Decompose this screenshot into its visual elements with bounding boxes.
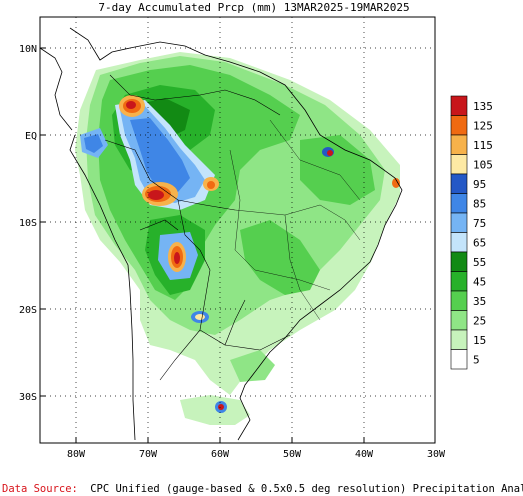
axis-ticks: [40, 47, 365, 443]
lon-label: 60W: [211, 449, 230, 460]
precip-max-ne: [392, 178, 400, 188]
colorbar-swatch: [450, 232, 468, 253]
precip-max-east-core: [207, 181, 215, 189]
precip-field-35b: [300, 135, 375, 205]
colorbar-label: 35: [473, 295, 486, 308]
precip-max-central-peak: [148, 190, 164, 200]
lon-label: 30W: [427, 449, 446, 460]
precip-field-south-b: [230, 350, 275, 382]
colorbar-label: 45: [473, 275, 486, 288]
precip-field-85-east: [84, 134, 103, 153]
colorbar-swatch: [450, 173, 468, 194]
colorbar-label: 85: [473, 197, 486, 210]
colorbar-label: 135: [473, 100, 493, 113]
colorbar-label: 25: [473, 314, 486, 327]
colorbar-label: 5: [473, 353, 480, 366]
country-borders: [104, 74, 291, 381]
colorbar-swatch: [450, 329, 468, 350]
precip-max-bolivia-peak: [174, 252, 180, 264]
colorbar-swatch: [450, 349, 468, 370]
coastline: [69, 27, 403, 441]
lat-label: 10S: [19, 218, 37, 229]
colorbar-swatch: [450, 193, 468, 214]
lon-label: 50W: [283, 449, 302, 460]
colorbar-label: 125: [473, 119, 493, 132]
precip-max-south-core: [218, 404, 224, 410]
lon-label: 40W: [355, 449, 374, 460]
precip-field-35c: [240, 220, 320, 295]
colorbar-swatch: [450, 95, 468, 116]
colorbar-swatch: [450, 134, 468, 155]
precip-max-coast-core: [327, 150, 333, 156]
colorbar-label: 75: [473, 217, 486, 230]
map-title: 7-day Accumulated Prcp (mm) 13MAR2025-19…: [98, 1, 409, 14]
precip-field-south: [180, 395, 250, 425]
data-source-footer: Data Source: CPC Unified (gauge-based & …: [2, 483, 523, 495]
graticule: [40, 17, 435, 443]
lon-label: 70W: [139, 449, 158, 460]
lat-label: 10N: [19, 44, 37, 55]
precip-max-paraguay-core: [195, 314, 205, 320]
state-borders: [229, 119, 361, 321]
colorbar-swatch: [450, 290, 468, 311]
colorbar-label: 115: [473, 139, 493, 152]
colorbar-swatch: [450, 251, 468, 272]
data-source-text: CPC Unified (gauge-based & 0.5x0.5 deg r…: [90, 483, 523, 495]
colorbar-label: 105: [473, 158, 493, 171]
lat-label: 30S: [19, 392, 37, 403]
colorbar-swatch: [450, 212, 468, 233]
longitude-labels: 80W 70W 60W 50W 40W 30W: [67, 449, 446, 460]
colorbar-label: 65: [473, 236, 486, 249]
colorbar-label: 95: [473, 178, 486, 191]
colorbar-label: 55: [473, 256, 486, 269]
colorbar-legend: 135 125 115 105 95 85 75 65 55 45 35 25 15 5: [450, 95, 493, 370]
lat-label: EQ: [25, 131, 37, 142]
precip-max-north-peak: [126, 101, 136, 109]
colorbar-swatch: [450, 115, 468, 136]
map-panel: [39, 16, 436, 444]
data-source-label: Data Source:: [2, 483, 78, 495]
latitude-labels: 10N EQ 10S 20S 30S: [19, 44, 37, 403]
map-frame: [39, 16, 436, 444]
precip-field-85: [130, 118, 190, 192]
lat-label: 20S: [19, 305, 37, 316]
colorbar-swatch: [450, 271, 468, 292]
colorbar-swatch: [450, 154, 468, 175]
lon-label: 80W: [67, 449, 86, 460]
colorbar-swatch: [450, 310, 468, 331]
colorbar-label: 15: [473, 334, 486, 347]
coastline-caribbean: [39, 47, 73, 131]
